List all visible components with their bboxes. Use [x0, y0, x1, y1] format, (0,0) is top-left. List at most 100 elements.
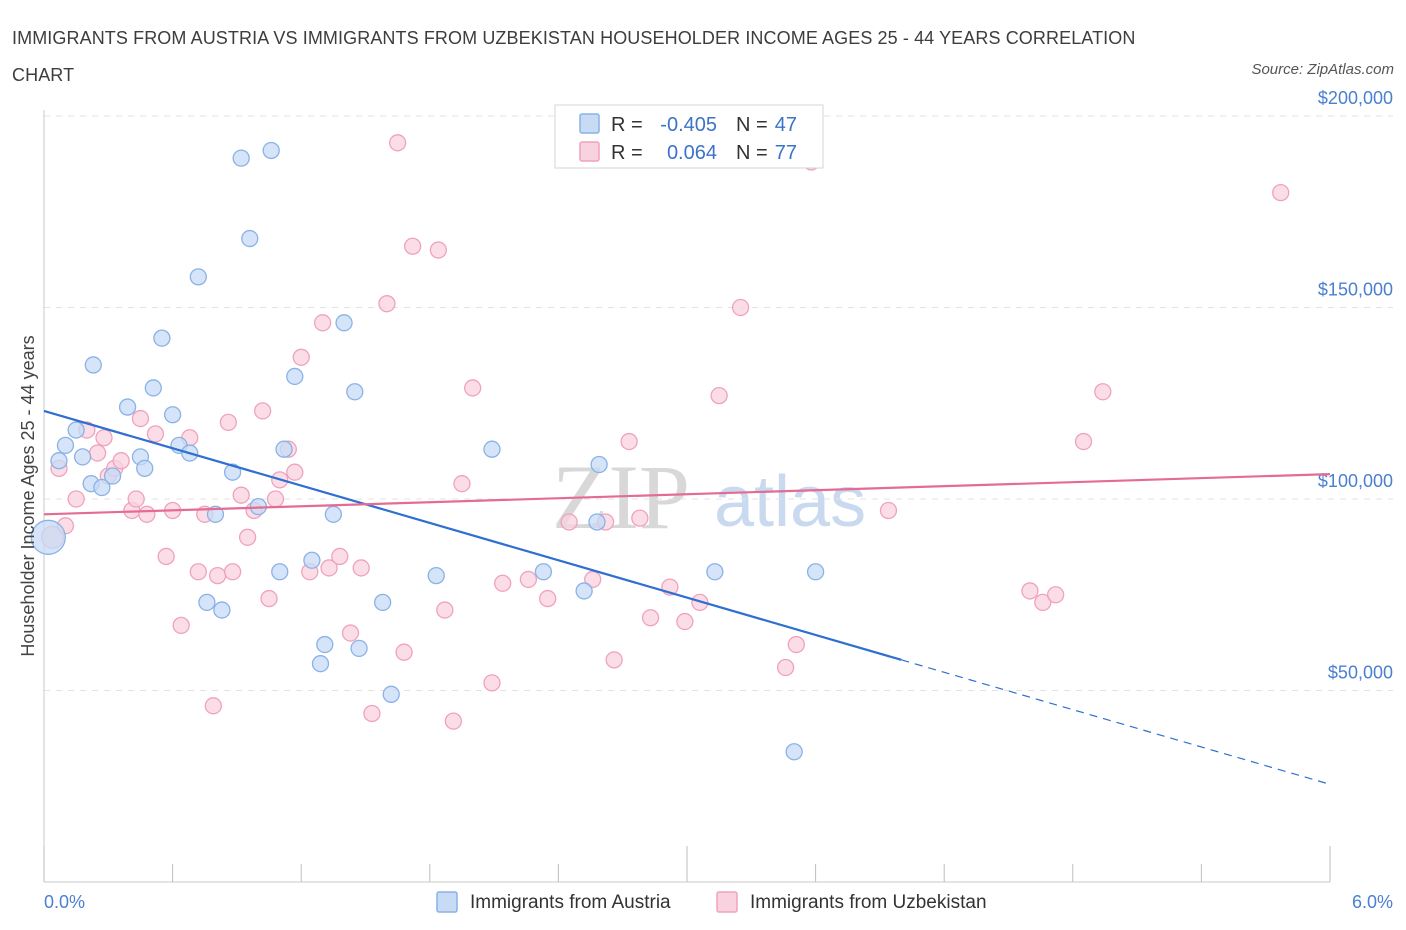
- stats-uzbekistan-swatch: [579, 141, 600, 162]
- uzbekistan-trend-line: [43, 473, 1331, 516]
- austria-point: [311, 655, 330, 673]
- uzbekistan-point: [219, 413, 237, 432]
- austria-point: [241, 229, 259, 248]
- austria-point: [84, 356, 102, 374]
- stats-austria-swatch: [579, 113, 600, 134]
- uzbekistan-point: [232, 486, 250, 504]
- uzbekistan-point: [395, 643, 413, 661]
- uzbekistan-point: [584, 570, 602, 589]
- uzbekistan-point: [787, 635, 805, 654]
- austria-point: [198, 593, 216, 612]
- austria-point: [271, 563, 289, 581]
- uzbekistan-point: [146, 425, 165, 443]
- stats-austria-r-label: R =: [611, 114, 643, 136]
- uzbekistan-point: [710, 386, 728, 405]
- stats-uzbekistan-r-label: R =: [611, 142, 643, 164]
- uzbekistan-point: [464, 379, 482, 397]
- uzbekistan-point: [223, 563, 242, 581]
- uzbekistan-point: [204, 697, 222, 715]
- austria-point: [324, 505, 343, 523]
- uzbekistan-point: [378, 295, 396, 313]
- austria-point: [73, 448, 92, 466]
- uzbekistan-point: [436, 601, 454, 619]
- x-tick-label-min: 0.0%: [44, 892, 85, 912]
- uzbekistan-point: [631, 509, 649, 527]
- austria-point: [588, 513, 606, 531]
- uzbekistan-point: [238, 528, 257, 546]
- austria-point: [427, 566, 445, 585]
- uzbekistan-point: [879, 501, 898, 520]
- austria-point: [335, 314, 353, 332]
- uzbekistan-point: [127, 490, 145, 508]
- austria-point: [56, 436, 75, 455]
- uzbekistan-point: [1021, 582, 1039, 600]
- uzbekistan-point: [776, 658, 795, 677]
- austria-point: [30, 519, 66, 555]
- x-tick-label-max: 6.0%: [1352, 892, 1393, 912]
- stats-uzbekistan-n-value: 77: [775, 142, 797, 164]
- trend-lines: [43, 409, 1331, 785]
- austria-point: [144, 379, 162, 397]
- austria-point: [50, 452, 68, 470]
- austria-trend-line: [43, 409, 902, 661]
- austria-point: [806, 563, 825, 581]
- y-axis-label: Householder Income Ages 25 - 44 years: [18, 335, 38, 656]
- legend: Immigrants from Austria Immigrants from …: [436, 891, 987, 913]
- legend-austria-swatch: [436, 891, 458, 913]
- uzbekistan-point: [260, 589, 278, 608]
- uzbekistan-point: [266, 490, 285, 508]
- austria-point: [189, 268, 207, 286]
- uzbekistan-point: [286, 463, 304, 481]
- stats-uzbekistan-n-label: N =: [736, 142, 768, 164]
- stats-uzbekistan-r-value: 0.064: [667, 142, 717, 164]
- uzbekistan-point: [429, 241, 448, 259]
- uzbekistan-point: [341, 624, 360, 642]
- austria-point: [286, 367, 304, 386]
- uzbekistan-point: [95, 429, 113, 447]
- austria-point: [262, 141, 280, 160]
- austria-point: [223, 463, 242, 481]
- uzbekistan-point: [494, 574, 512, 592]
- series-uzbekistan-points: [40, 134, 1290, 730]
- legend-uzbekistan-swatch: [716, 891, 738, 913]
- y-tick-label: $100,000: [1318, 471, 1393, 491]
- uzbekistan-point: [388, 134, 407, 152]
- austria-point: [206, 505, 225, 523]
- uzbekistan-point: [208, 566, 227, 585]
- uzbekistan-point: [641, 609, 660, 627]
- uzbekistan-point: [620, 432, 638, 451]
- uzbekistan-point: [1074, 432, 1093, 451]
- uzbekistan-point: [131, 409, 150, 428]
- uzbekistan-point: [331, 547, 349, 566]
- uzbekistan-point: [292, 348, 310, 366]
- austria-point: [590, 455, 608, 474]
- y-tick-label: $200,000: [1318, 88, 1393, 108]
- y-tick-label: $150,000: [1318, 280, 1393, 300]
- uzbekistan-point: [352, 559, 370, 577]
- austria-point: [93, 478, 111, 497]
- austria-point: [153, 329, 171, 347]
- austria-point: [382, 685, 400, 703]
- x-axis-ticks: [43, 846, 1331, 882]
- chart-title: IMMIGRANTS FROM AUSTRIA VS IMMIGRANTS FR…: [12, 28, 1136, 85]
- uzbekistan-point: [560, 513, 578, 531]
- uzbekistan-point: [731, 298, 750, 317]
- y-tick-labels: $50,000 $100,000 $150,000 $200,000: [1318, 88, 1393, 683]
- uzbekistan-point: [138, 505, 156, 523]
- austria-point: [373, 593, 392, 612]
- austria-point: [213, 601, 231, 619]
- uzbekistan-point: [88, 444, 107, 462]
- austria-point: [67, 421, 85, 439]
- uzbekistan-point: [1094, 383, 1112, 401]
- austria-point: [303, 551, 321, 569]
- austria-point: [163, 406, 182, 424]
- austria-point: [575, 582, 593, 600]
- uzbekistan-point: [1034, 593, 1052, 612]
- uzbekistan-point: [676, 612, 694, 631]
- uzbekistan-point: [1047, 586, 1065, 604]
- austria-point: [103, 467, 122, 485]
- austria-point: [483, 440, 501, 458]
- austria-point: [785, 743, 803, 761]
- legend-uzbekistan-label: Immigrants from Uzbekistan: [750, 892, 987, 913]
